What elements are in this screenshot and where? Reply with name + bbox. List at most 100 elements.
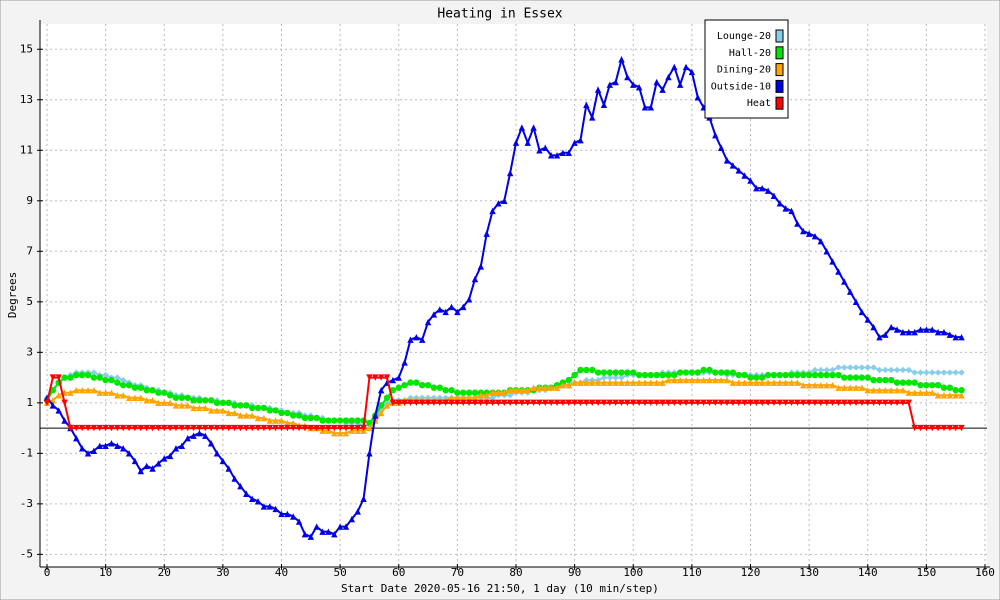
point	[747, 177, 754, 184]
point	[723, 376, 731, 384]
point	[665, 376, 672, 384]
point	[319, 417, 326, 424]
point	[166, 424, 174, 432]
legend-swatch	[775, 79, 784, 93]
point	[729, 399, 737, 407]
point	[471, 389, 479, 396]
point	[635, 399, 643, 407]
point	[290, 412, 297, 419]
point	[618, 56, 625, 63]
point	[278, 510, 285, 518]
point	[823, 366, 830, 374]
point	[184, 394, 191, 401]
point	[665, 73, 672, 81]
point	[694, 369, 701, 376]
point	[589, 114, 596, 121]
point	[536, 147, 543, 154]
point	[565, 149, 572, 157]
point	[360, 424, 367, 432]
point	[712, 131, 719, 139]
point	[166, 392, 174, 399]
point	[78, 387, 86, 394]
point	[260, 503, 268, 510]
point	[858, 308, 866, 316]
point	[723, 369, 731, 376]
point	[178, 394, 186, 401]
point	[313, 523, 320, 530]
point	[759, 399, 766, 407]
point	[764, 399, 772, 407]
point	[207, 440, 215, 447]
point	[307, 414, 315, 422]
point	[829, 399, 836, 407]
point	[90, 424, 98, 432]
point	[911, 379, 918, 386]
point	[471, 394, 479, 401]
point	[624, 399, 631, 407]
point	[547, 152, 555, 159]
point	[794, 379, 801, 386]
point	[899, 379, 907, 386]
legend-label: Hall-20	[729, 48, 771, 59]
point	[342, 523, 350, 530]
point	[940, 328, 948, 336]
point	[852, 399, 860, 407]
point	[800, 227, 807, 235]
point	[694, 94, 701, 101]
point	[776, 379, 784, 386]
point	[266, 503, 273, 510]
point	[225, 399, 232, 407]
point	[852, 384, 860, 391]
point	[952, 424, 959, 432]
point	[589, 379, 596, 386]
point	[659, 379, 666, 386]
point	[612, 399, 619, 407]
point	[846, 364, 854, 371]
point	[143, 424, 150, 432]
point	[759, 374, 766, 381]
point	[870, 323, 877, 331]
point	[858, 384, 866, 391]
point	[442, 308, 449, 316]
point	[606, 369, 613, 376]
point	[846, 374, 854, 381]
point	[694, 399, 701, 407]
point	[776, 200, 784, 207]
point	[530, 384, 537, 391]
point	[225, 424, 232, 432]
point	[372, 374, 379, 381]
point	[108, 424, 115, 432]
point	[923, 424, 930, 432]
point	[460, 389, 467, 396]
point	[753, 374, 760, 381]
point	[688, 376, 696, 384]
point	[465, 389, 473, 396]
point	[958, 333, 965, 341]
point	[624, 379, 631, 386]
point	[67, 389, 74, 396]
point	[471, 275, 479, 283]
point	[120, 381, 127, 389]
point	[929, 389, 936, 396]
point	[864, 364, 871, 371]
point	[84, 424, 92, 432]
point	[254, 414, 262, 422]
point	[120, 424, 127, 432]
point	[888, 376, 895, 384]
x-tick-label: 10	[99, 566, 112, 579]
point	[295, 412, 303, 419]
point	[706, 376, 713, 384]
point	[788, 371, 795, 379]
point	[893, 326, 901, 333]
point	[430, 311, 438, 318]
point	[647, 379, 655, 386]
point	[594, 86, 602, 93]
point	[143, 462, 150, 470]
point	[682, 63, 690, 71]
point	[96, 424, 103, 432]
point	[735, 379, 742, 386]
point	[594, 379, 602, 386]
point	[166, 399, 174, 407]
point	[448, 399, 455, 407]
y-tick-label: 11	[20, 143, 33, 156]
